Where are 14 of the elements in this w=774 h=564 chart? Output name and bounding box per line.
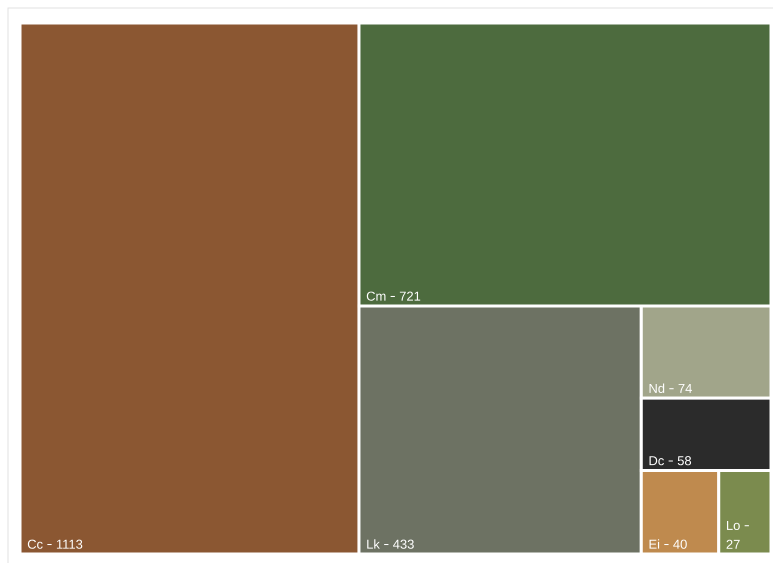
category-label: Cm bbox=[366, 292, 386, 301]
data-label: 1113 bbox=[56, 540, 82, 549]
category-label: Nd bbox=[650, 383, 664, 393]
data-label: 40 bbox=[673, 540, 687, 549]
data-label: 27 bbox=[726, 540, 740, 549]
category-label: Cc bbox=[28, 540, 43, 549]
data-label: 58 bbox=[678, 456, 692, 466]
category-label: Dc bbox=[650, 456, 664, 466]
data-label: 433 bbox=[393, 540, 414, 549]
category-label: Ei bbox=[650, 539, 660, 549]
category-label: Lo bbox=[726, 520, 740, 530]
data-label: 721 bbox=[400, 292, 420, 301]
data-label: 74 bbox=[678, 384, 692, 393]
category-label: Lk bbox=[367, 539, 380, 549]
